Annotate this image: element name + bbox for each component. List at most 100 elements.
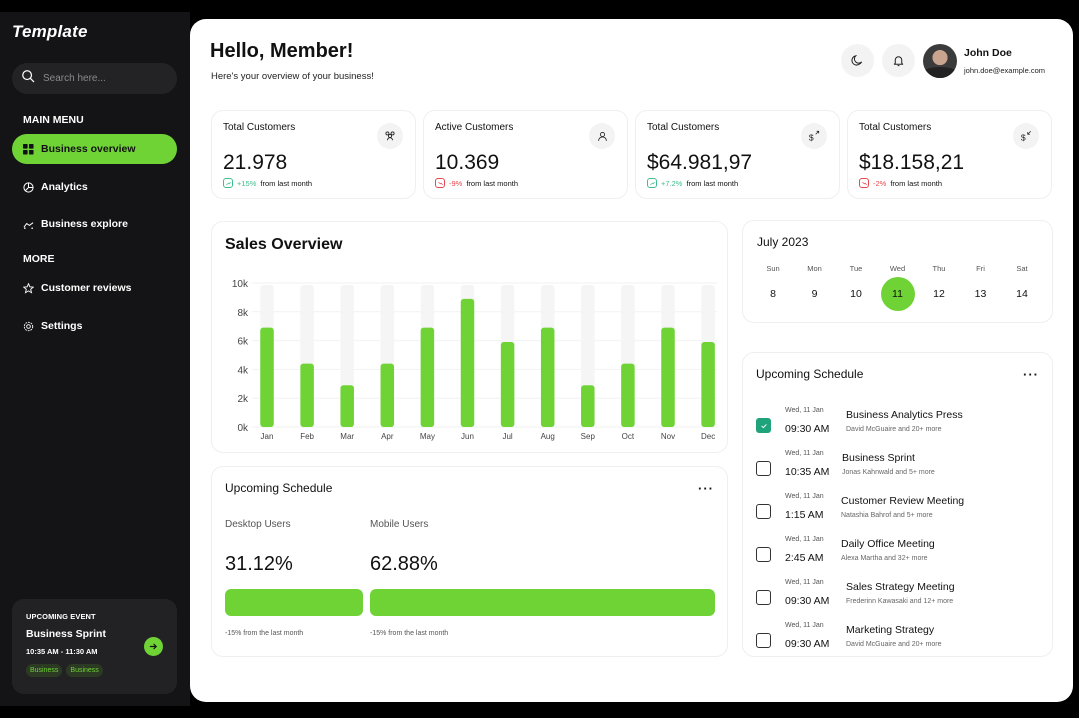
- chart-title: Sales Overview: [225, 236, 343, 253]
- bar-mar[interactable]: [340, 385, 354, 427]
- calendar-title: July 2023: [757, 235, 809, 249]
- explore-icon: [22, 218, 34, 230]
- x-tick-label: May: [420, 432, 435, 441]
- x-tick-label: Jun: [461, 432, 474, 441]
- mobile-users-bar: [370, 589, 715, 616]
- calendar-date[interactable]: 12: [933, 288, 945, 300]
- more-options-button[interactable]: ···: [1023, 367, 1039, 382]
- stat-change: +7.2% from last month: [647, 178, 738, 188]
- brand-logo: Template: [12, 22, 88, 41]
- x-tick-label: Jan: [261, 432, 274, 441]
- calendar-weekday: Wed: [889, 264, 906, 273]
- schedule-name: Daily Office Meeting: [841, 538, 935, 550]
- stat-change: -2% from last month: [859, 178, 942, 188]
- pie-chart-icon: [22, 181, 34, 193]
- arrow-right-icon: [149, 643, 158, 650]
- bar-aug[interactable]: [540, 327, 555, 427]
- calendar-weekday: Mon: [807, 264, 822, 273]
- calendar-date[interactable]: 8: [770, 288, 776, 300]
- sidebar-item-business-explore[interactable]: Business explore: [12, 209, 177, 239]
- sidebar-item-label: Analytics: [41, 181, 88, 193]
- calendar-weekday: Tue: [849, 264, 863, 273]
- sidebar-item-settings[interactable]: Settings: [12, 311, 177, 341]
- mobile-users-percent: 62.88%: [370, 553, 438, 575]
- more-label: MORE: [23, 253, 55, 265]
- sidebar-item-label: Business explore: [41, 218, 128, 230]
- stat-value: $64.981,97: [647, 151, 753, 174]
- calendar-weekday: Sat: [1016, 264, 1028, 273]
- bar-nov[interactable]: [661, 327, 675, 427]
- mobile-users-label: Mobile Users: [370, 519, 429, 530]
- stat-change-suffix: from last month: [890, 178, 943, 188]
- grid-icon: [22, 143, 34, 155]
- sidebar-item-customer-reviews[interactable]: Customer reviews: [12, 273, 177, 303]
- moon-icon: [851, 54, 863, 66]
- calendar-date[interactable]: 13: [974, 288, 987, 300]
- stat-change-percent: -9%: [449, 178, 463, 188]
- sidebar-item-analytics[interactable]: Analytics: [12, 172, 177, 202]
- stat-title: Total Customers: [223, 122, 296, 133]
- users-card-title: Upcoming Schedule: [225, 481, 333, 495]
- bar-jan[interactable]: [260, 327, 274, 427]
- event-tag: Business: [26, 664, 63, 677]
- calendar-date-selected[interactable]: 11: [880, 277, 915, 311]
- schedule-checkbox[interactable]: [756, 547, 771, 562]
- calendar-date[interactable]: 14: [1016, 288, 1028, 300]
- schedule-attendees: Alexa Martha and 32+ more: [841, 555, 928, 562]
- bar-jun[interactable]: [460, 298, 475, 427]
- schedule-checkbox[interactable]: [756, 504, 771, 519]
- calendar-weekday: Thu: [932, 264, 946, 273]
- stat-change: -9% from last month: [435, 178, 518, 188]
- calendar-date[interactable]: 9: [811, 288, 818, 300]
- bar-may[interactable]: [420, 327, 435, 427]
- stat-card: Total Customers 21.978 +15% from last mo…: [211, 110, 416, 199]
- schedule-name: Marketing Strategy: [846, 624, 935, 636]
- event-tag: Business: [66, 664, 103, 677]
- desktop-users-label: Desktop Users: [225, 519, 291, 530]
- dark-mode-toggle[interactable]: [841, 44, 874, 77]
- schedule-item: Wed, 11 Jan 09:30 AM Business Analytics …: [756, 407, 1046, 447]
- schedule-title: Upcoming Schedule: [756, 367, 864, 381]
- bar-jul[interactable]: [500, 342, 515, 427]
- schedule-time: 09:30 AM: [785, 423, 830, 435]
- sidebar-item-business-overview[interactable]: Business overview: [12, 134, 177, 164]
- upcoming-event-card: UPCOMING EVENT Business Sprint 10:35 AM …: [12, 599, 177, 694]
- schedule-attendees: David McGuaire and 20+ more: [846, 426, 942, 433]
- sidebar-item-label: Business overview: [41, 143, 136, 155]
- more-options-button[interactable]: ···: [698, 481, 714, 496]
- x-tick-label: Aug: [541, 432, 555, 441]
- desktop-users-bar: [225, 589, 363, 616]
- x-tick-label: Oct: [622, 432, 635, 441]
- schedule-checkbox[interactable]: [756, 633, 771, 648]
- svg-text:$: $: [1021, 132, 1026, 142]
- event-label: UPCOMING EVENT: [26, 612, 96, 621]
- search-box[interactable]: [12, 63, 177, 94]
- y-tick-label: 10k: [232, 279, 249, 290]
- sidebar: Template MAIN MENU Business overview Ana…: [0, 12, 190, 706]
- event-open-button[interactable]: [144, 637, 163, 656]
- bar-sep[interactable]: [581, 385, 595, 427]
- schedule-checkbox[interactable]: [756, 590, 771, 605]
- bar-dec[interactable]: [701, 342, 715, 427]
- stat-change-suffix: from last month: [466, 178, 519, 188]
- avatar[interactable]: [923, 44, 957, 78]
- bar-apr[interactable]: [380, 363, 395, 427]
- users-icon: [377, 123, 403, 149]
- schedule-checkbox[interactable]: [756, 461, 771, 476]
- trend-up-icon: [223, 178, 233, 188]
- schedule-time: 10:35 AM: [785, 466, 830, 478]
- stat-card: Total Customers $ $18.158,21 -2% from la…: [847, 110, 1052, 199]
- schedule-checkbox[interactable]: [756, 418, 771, 433]
- y-tick-label: 8k: [237, 308, 249, 319]
- stat-title: Total Customers: [647, 122, 720, 133]
- bar-feb[interactable]: [300, 363, 314, 427]
- schedule-time: 09:30 AM: [785, 638, 830, 650]
- stat-change-percent: +7.2%: [661, 178, 683, 188]
- search-icon: [21, 69, 35, 88]
- schedule-date: Wed, 11 Jan: [785, 493, 824, 500]
- y-tick-label: 4k: [237, 365, 249, 376]
- calendar-date[interactable]: 10: [850, 288, 862, 300]
- notifications-button[interactable]: [882, 44, 915, 77]
- search-input[interactable]: [43, 73, 163, 84]
- bar-oct[interactable]: [621, 363, 635, 427]
